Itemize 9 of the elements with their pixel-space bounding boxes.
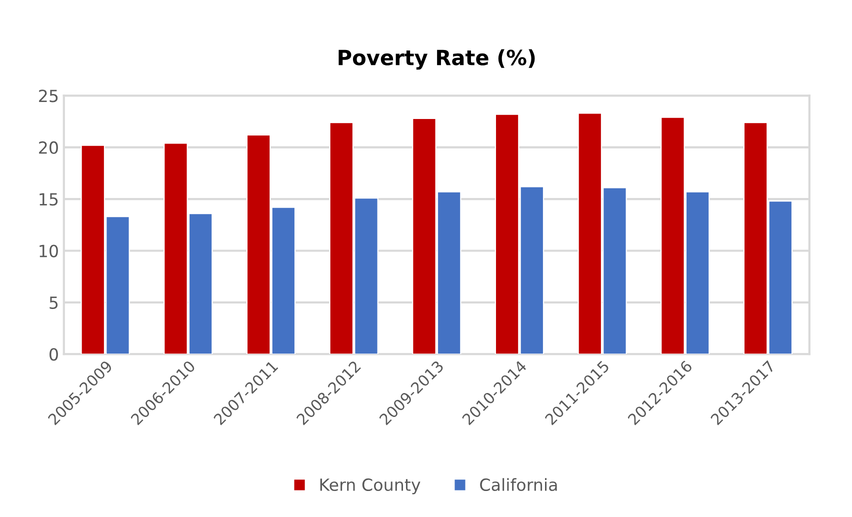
legend-label: California	[480, 478, 557, 492]
y-tick-label: 5	[50, 296, 58, 310]
y-tick-label: 15	[40, 193, 58, 206]
chart-title: Poverty Rate (%)	[338, 49, 535, 70]
y-tick-label: 25	[39, 90, 58, 102]
legend-label: Kern County	[320, 478, 420, 494]
y-tick-label: 10	[40, 244, 58, 258]
y-tick-label: 20	[39, 141, 58, 154]
y-tick-label: 0	[50, 348, 58, 361]
